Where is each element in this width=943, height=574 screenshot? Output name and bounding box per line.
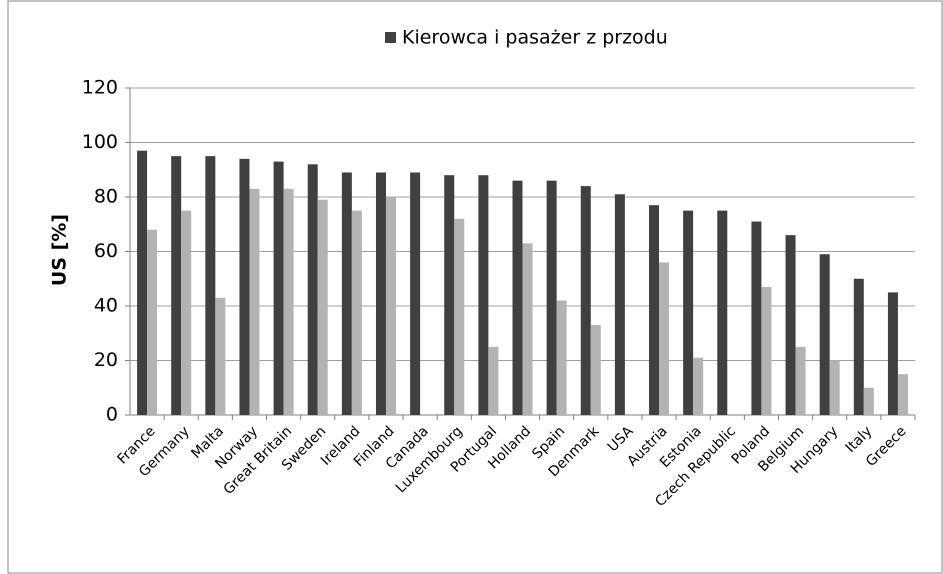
bar <box>283 188 294 415</box>
y-tick-label: 80 <box>94 186 118 208</box>
legend-label: Kierowca i pasażer z przodu <box>402 27 668 49</box>
bar <box>249 188 260 415</box>
bar <box>785 235 796 415</box>
bar <box>512 180 523 415</box>
legend-swatch <box>385 32 396 43</box>
bar <box>751 221 762 415</box>
bar <box>590 325 601 415</box>
bar <box>454 218 465 415</box>
bar <box>147 229 158 415</box>
bar <box>887 292 898 415</box>
bar <box>795 346 806 415</box>
y-tick-label: 120 <box>82 77 118 99</box>
bar <box>649 205 660 415</box>
bar <box>580 186 591 415</box>
bar <box>341 172 352 415</box>
bar <box>273 161 284 415</box>
bar <box>205 156 216 415</box>
y-tick-label: 100 <box>82 131 118 153</box>
bar <box>659 262 670 415</box>
bar <box>853 278 864 415</box>
bar <box>829 360 840 415</box>
y-tick-label: 0 <box>106 404 118 426</box>
bar <box>761 286 772 415</box>
bar <box>478 175 489 415</box>
y-tick-label: 60 <box>94 240 118 262</box>
bar <box>683 210 694 415</box>
bar <box>546 180 557 415</box>
bar <box>375 172 386 415</box>
bar <box>693 357 704 415</box>
y-tick-label: 40 <box>94 295 118 317</box>
bar <box>171 156 182 415</box>
bar <box>317 199 328 415</box>
bar <box>614 194 625 415</box>
bar <box>351 210 362 415</box>
bar <box>897 374 908 415</box>
bar <box>556 300 567 415</box>
bar <box>137 150 148 416</box>
bar <box>215 297 226 415</box>
bar <box>410 172 421 415</box>
bar <box>819 254 830 415</box>
bar <box>239 158 250 415</box>
y-axis-label: US [%] <box>49 214 71 286</box>
bar <box>307 164 318 415</box>
bar <box>522 243 533 415</box>
bar <box>181 210 192 415</box>
y-tick-label: 20 <box>94 349 118 371</box>
bar <box>717 210 728 415</box>
bar <box>385 197 396 415</box>
chart-frame <box>7 0 943 574</box>
bar <box>863 387 874 415</box>
bar <box>488 346 499 415</box>
bar <box>444 175 455 415</box>
